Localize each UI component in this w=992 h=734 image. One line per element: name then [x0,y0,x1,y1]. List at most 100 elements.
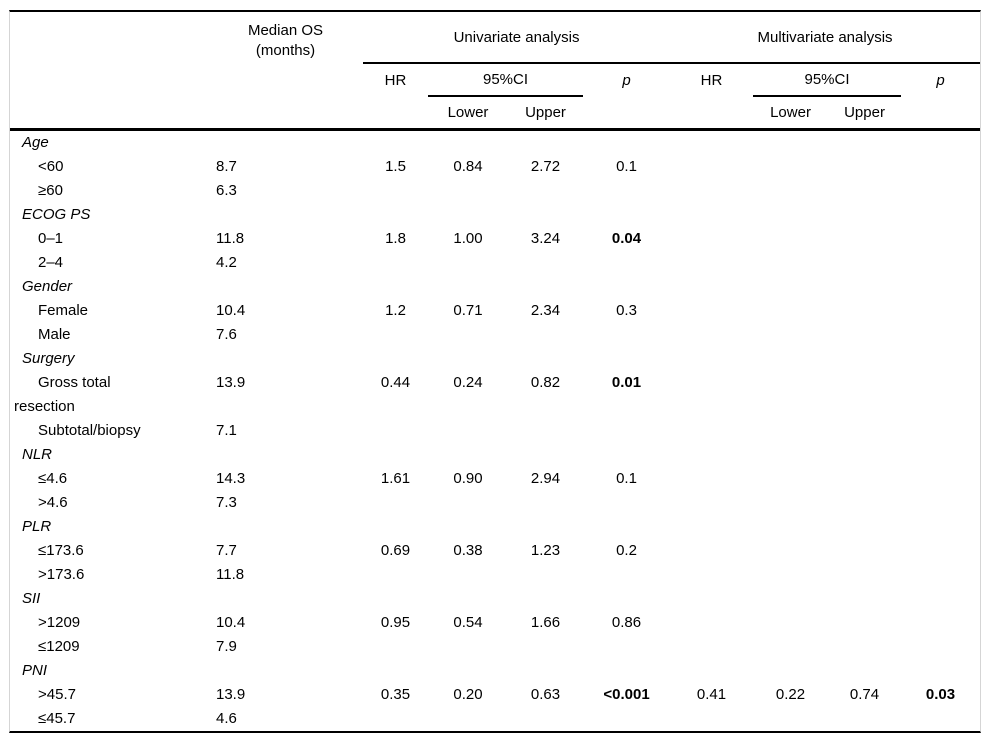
uni-lower-cell: 0.38 [453,542,483,559]
multi-lower-cell [753,371,828,419]
multi-p-cell [901,635,980,659]
row-label-cell: Subtotal/biopsy [38,422,141,439]
median-os-cell [208,203,363,227]
multi-hr-cell [670,611,753,635]
multi-p-cell [901,275,980,299]
uni-hr-cell [363,251,428,275]
multi-upper-cell [828,203,901,227]
multi-hr-cell [670,371,753,419]
uni-p-cell [583,491,670,515]
multi-upper-cell [828,611,901,635]
table-row: Male 7.6 [10,323,980,347]
multi-p-cell [901,539,980,563]
uni-upper-cell [508,179,583,203]
uni-p-cell [583,635,670,659]
table-row: ≤45.7 4.6 [10,707,980,731]
multi-upper-cell [828,419,901,443]
multi-upper-cell [828,155,901,179]
multi-p-cell [901,179,980,203]
multi-hr-cell [670,203,753,227]
uni-lower-cell: 0.24 [453,374,483,391]
uni-upper-cell [508,707,583,731]
multi-lower-cell [753,203,828,227]
uni-upper-cell [508,587,583,611]
uni-p-cell: 0.3 [616,302,637,319]
median-os-cell: 10.4 [216,302,246,319]
row-label-cell: Surgery [22,350,75,367]
row-label-cell: PNI [22,662,48,679]
uni-p-header: p [622,72,631,89]
section-row: ECOG PS [10,203,980,227]
row-label-cell: Gender [22,278,73,295]
row-label-cell: ≤173.6 [38,542,84,559]
header-row-stats: HR 95%CI p HR 95%CI p [10,63,980,97]
median-os-cell: 4.2 [216,254,237,271]
median-os-cell [208,347,363,371]
uni-lower-header: Lower [447,104,489,121]
multi-lower-cell [753,539,828,563]
multi-hr-cell [670,275,753,299]
uni-lower-cell [428,347,508,371]
uni-hr-cell: 1.8 [385,230,406,247]
table-row: 0–1 11.8 1.8 1.00 3.24 0.04 [10,227,980,251]
uni-hr-cell: 0.44 [380,374,411,391]
table-row: <60 8.7 1.5 0.84 2.72 0.1 [10,155,980,179]
median-os-cell: 4.6 [216,710,237,727]
section-row: Surgery [10,347,980,371]
median-os-cell [208,128,363,155]
uni-upper-cell: 0.63 [530,686,561,703]
uni-p-cell [583,179,670,203]
uni-lower-cell: 0.71 [453,302,483,319]
multi-lower-cell [753,419,828,443]
uni-hr-cell: 0.69 [380,542,411,559]
multi-p-cell [901,371,980,419]
uni-hr-cell [363,323,428,347]
median-os-cell: 7.1 [216,422,237,439]
section-row: Gender [10,275,980,299]
uni-upper-header: Upper [525,104,566,121]
uni-upper-cell [508,347,583,371]
multi-lower-cell [753,275,828,299]
median-os-cell: 7.6 [216,326,237,343]
multi-p-cell [901,515,980,539]
median-os-cell: 7.9 [216,638,237,655]
uni-hr-cell [363,707,428,731]
multi-p-cell [901,611,980,635]
uni-lower-cell: 1.00 [453,230,483,247]
header-row-bounds: Lower Upper Lower Upper [10,96,980,130]
uni-lower-cell: 0.84 [453,158,483,175]
uni-p-cell: 0.01 [611,374,642,391]
uni-upper-cell [508,203,583,227]
uni-hr-cell [363,179,428,203]
table-body: Age <60 8.7 1.5 0.84 2.72 0.1 ≥60 6.3 ECOG PS 0–1 1… [10,128,981,732]
uni-p-cell [583,563,670,587]
uni-lower-cell [428,587,508,611]
median-os-cell [208,587,363,611]
table-row: ≥60 6.3 [10,179,980,203]
median-os-cell: 11.8 [216,230,245,247]
row-label-cell: ≤1209 [38,638,80,655]
uni-lower-cell [428,323,508,347]
multi-hr-cell [670,251,753,275]
multi-lower-cell [753,491,828,515]
multi-hr-cell [670,347,753,371]
multi-hr-cell [670,299,753,323]
uni-hr-cell [363,587,428,611]
uni-upper-cell [508,659,583,683]
multi-lower-cell [753,659,828,683]
uni-lower-cell [428,659,508,683]
multi-upper-cell [828,491,901,515]
uni-hr-cell [363,635,428,659]
multi-p-cell [901,299,980,323]
uni-upper-cell: 1.66 [530,614,561,631]
uni-lower-cell [428,491,508,515]
multi-lower-cell: 0.22 [775,686,806,703]
table-row: >1209 10.4 0.95 0.54 1.66 0.86 [10,611,980,635]
uni-hr-cell [363,128,428,155]
multi-ci-header: 95%CI [753,63,902,97]
uni-hr-cell: 0.95 [380,614,411,631]
table-row: Gross total resection 13.9 0.44 0.24 0.82 0.01 [10,371,980,419]
uni-hr-cell [363,347,428,371]
multi-lower-cell [753,707,828,731]
uni-hr-cell: 1.61 [380,470,411,487]
